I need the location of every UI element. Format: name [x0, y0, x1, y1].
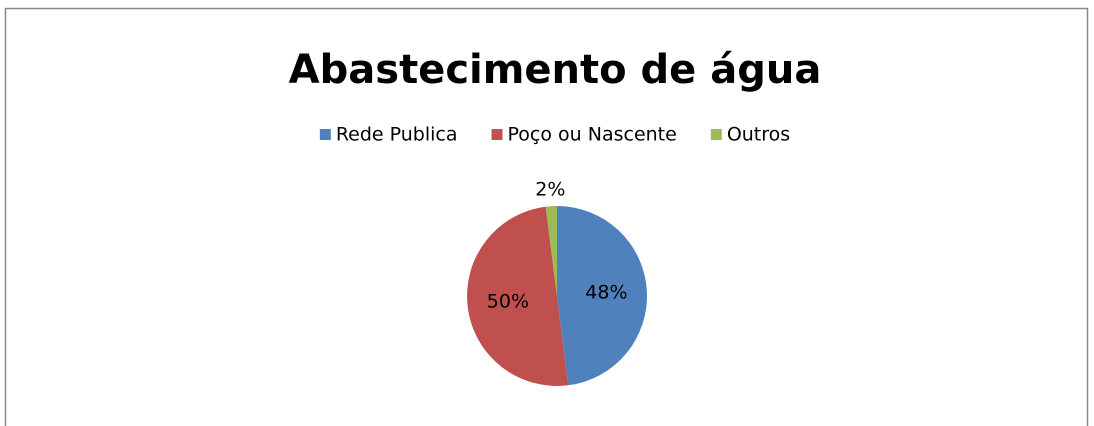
legend-swatch: [319, 129, 331, 140]
pie-slice: [557, 206, 647, 386]
pie-slice: [545, 206, 557, 296]
data-label: 50%: [487, 291, 529, 313]
legend-swatch: [710, 129, 722, 140]
legend-item: Poço ou Nascente: [491, 124, 677, 146]
chart-title: Abastecimento de água: [289, 47, 822, 93]
legend-label: Rede Publica: [336, 124, 458, 146]
legend-label: Poço ou Nascente: [508, 124, 677, 146]
legend-swatch: [491, 129, 503, 140]
legend-item: Rede Publica: [319, 124, 458, 146]
legend-label: Outros: [727, 124, 790, 146]
legend-item: Outros: [710, 124, 790, 146]
data-label: 48%: [585, 281, 627, 303]
pie-slice: [467, 206, 569, 386]
data-label: 2%: [535, 179, 565, 201]
legend: Rede Publica Poço ou Nascente Outros: [319, 124, 790, 146]
pie: 48% 50% 2%: [467, 179, 647, 386]
